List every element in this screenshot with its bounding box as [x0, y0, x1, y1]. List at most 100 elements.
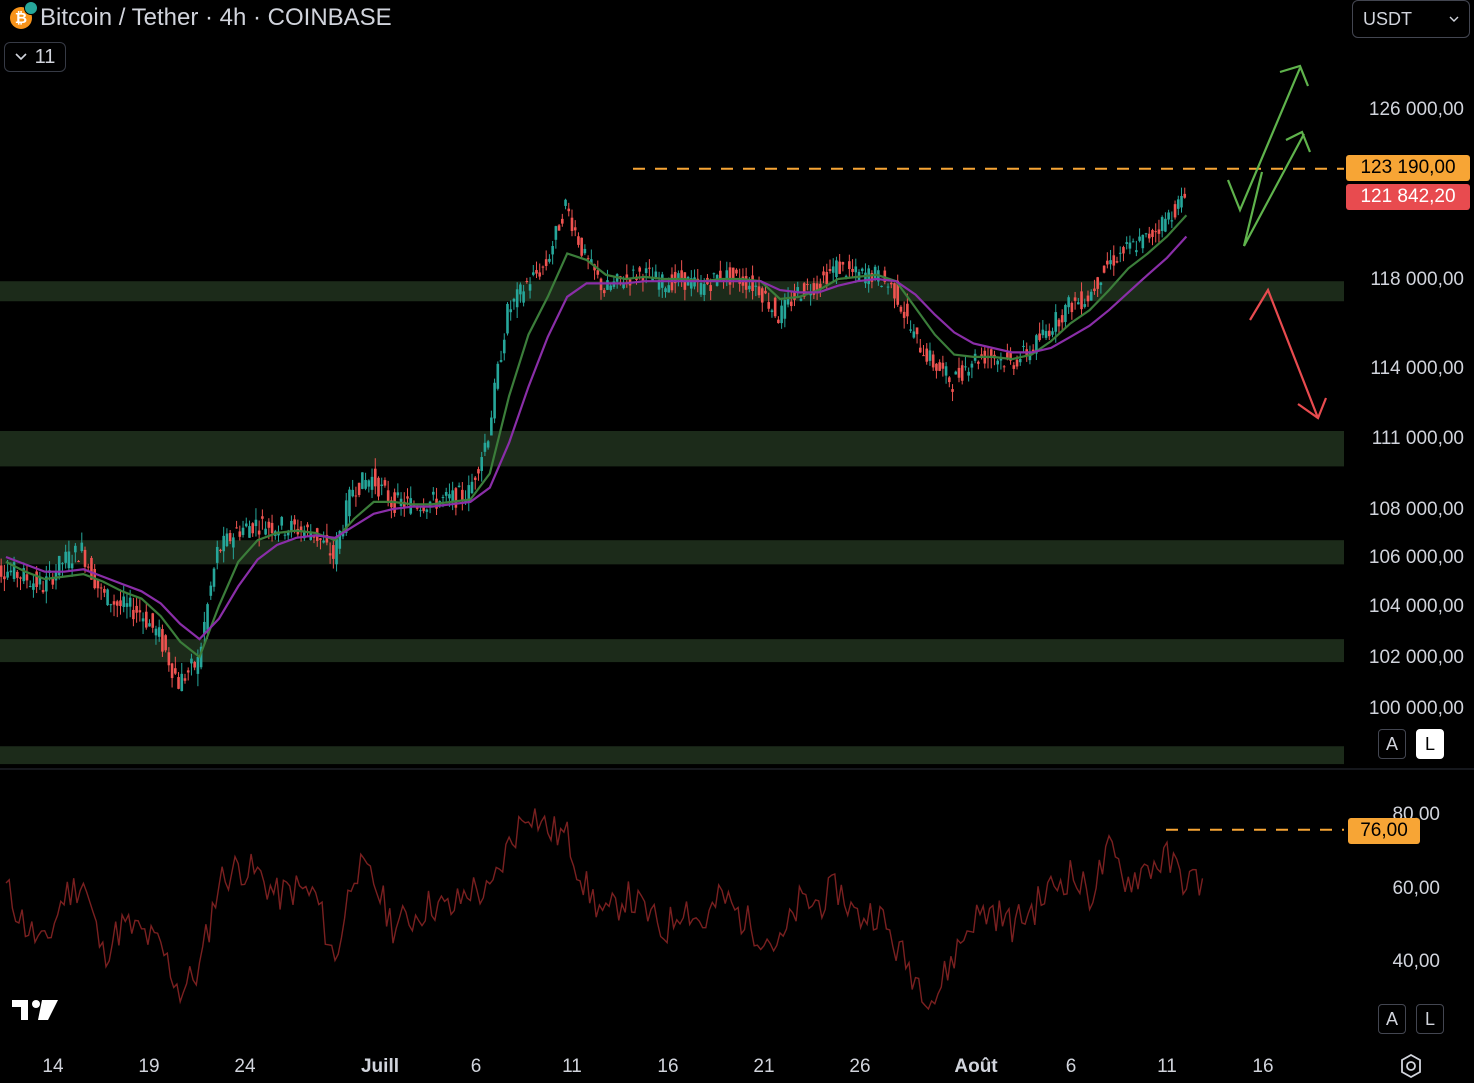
candle-body: [193, 661, 196, 668]
candle-body: [138, 610, 142, 613]
symbol-title[interactable]: ₿ Bitcoin / Tether · 4h · COINBASE: [10, 1, 392, 32]
candle-body: [261, 516, 264, 519]
candle-body: [206, 604, 209, 630]
candle-body: [1086, 295, 1090, 302]
candle-body: [164, 635, 167, 651]
candle-body: [786, 297, 790, 305]
candle-body: [970, 363, 974, 368]
candle-body: [1099, 282, 1103, 286]
price-axis-label: 118 000,00: [1370, 269, 1464, 290]
candle-body: [980, 354, 983, 357]
candle-body: [1077, 302, 1080, 305]
annotations: [633, 64, 1344, 831]
exchange-badge-icon: [24, 1, 38, 15]
candle-body: [461, 489, 464, 500]
candle-body: [573, 227, 577, 231]
candle-body: [335, 539, 338, 565]
time-axis-label: 6: [1065, 1056, 1077, 1077]
candle-body: [989, 349, 993, 358]
candle-body: [154, 628, 158, 636]
candle-body: [1051, 331, 1054, 335]
candle-body: [190, 658, 193, 664]
candle-body: [719, 270, 722, 280]
candle-body: [322, 540, 325, 543]
candle-body: [470, 481, 474, 494]
time-axis-label: 19: [138, 1056, 160, 1077]
candle-body: [1115, 261, 1119, 263]
auto-scale-button[interactable]: A: [1378, 729, 1406, 759]
candle-body: [170, 663, 174, 679]
candle-body: [1080, 291, 1083, 310]
candle-body: [1102, 265, 1106, 273]
candle-body: [61, 563, 64, 565]
candle-body: [80, 542, 84, 551]
candle-body: [267, 521, 271, 528]
candle-body: [306, 524, 309, 528]
candle-body: [767, 302, 771, 309]
candle-body: [480, 457, 483, 471]
candle-body: [1170, 220, 1174, 222]
candle-body: [899, 306, 903, 312]
candle-body: [922, 355, 925, 357]
candle-body: [64, 551, 67, 563]
candle-body: [544, 259, 548, 266]
log-scale-button[interactable]: L: [1416, 729, 1444, 759]
candle-body: [783, 299, 787, 319]
candle-body: [467, 485, 471, 502]
candle-body: [870, 272, 874, 282]
indicators-count: 11: [34, 45, 56, 68]
rsi-auto-scale-button[interactable]: A: [1378, 1004, 1406, 1034]
time-axis-label: 11: [1157, 1056, 1177, 1077]
indicators-toggle-button[interactable]: 11: [4, 42, 66, 72]
time-axis-label: 16: [1252, 1056, 1274, 1077]
candle-body: [90, 557, 93, 580]
candle-body: [528, 284, 532, 291]
candle-body: [799, 298, 803, 301]
bullish-arrow-lower: [1242, 133, 1305, 247]
candle-body: [1083, 304, 1087, 307]
candle-body: [422, 506, 425, 512]
candle-body: [680, 270, 683, 281]
moving-averages: [5, 214, 1188, 659]
candle-body: [525, 281, 529, 283]
candle-body: [1009, 352, 1012, 361]
candle-body: [286, 531, 290, 536]
candle-body: [338, 530, 342, 549]
candle-body: [106, 589, 109, 606]
candle-body: [325, 534, 329, 543]
candle-body: [1164, 218, 1167, 232]
time-axis-label: 14: [42, 1056, 64, 1077]
settings-gear-icon[interactable]: [1399, 1053, 1423, 1083]
candle-body: [806, 284, 809, 286]
candle-body: [1106, 260, 1109, 265]
candle-body: [644, 268, 648, 274]
candle-body: [893, 283, 896, 299]
candle-body: [225, 533, 229, 547]
currency-select[interactable]: USDT: [1352, 0, 1470, 38]
fast-moving-average-line: [5, 235, 1188, 641]
candle-body: [941, 362, 945, 369]
candle-body: [1147, 233, 1151, 239]
candle-body: [280, 517, 284, 526]
candle-body: [754, 285, 758, 287]
candle-body: [377, 477, 380, 497]
tradingview-logo[interactable]: [12, 998, 60, 1027]
candle-body: [203, 621, 206, 634]
candle-body: [122, 596, 126, 607]
candle-body: [1180, 196, 1183, 208]
candle-body: [548, 258, 551, 262]
candle-body: [583, 248, 587, 254]
candle-body: [1144, 233, 1148, 235]
candle-body: [690, 278, 693, 289]
rsi-log-scale-button[interactable]: L: [1416, 1004, 1444, 1034]
candle-body: [290, 520, 293, 532]
candle-body: [490, 417, 493, 436]
time-axis-label: 6: [470, 1056, 482, 1077]
candle-body: [70, 563, 74, 569]
candle-body: [74, 545, 77, 553]
candle-body: [864, 272, 867, 284]
candle-body: [254, 519, 258, 527]
candle-body: [364, 479, 367, 489]
candle-body: [751, 275, 754, 291]
